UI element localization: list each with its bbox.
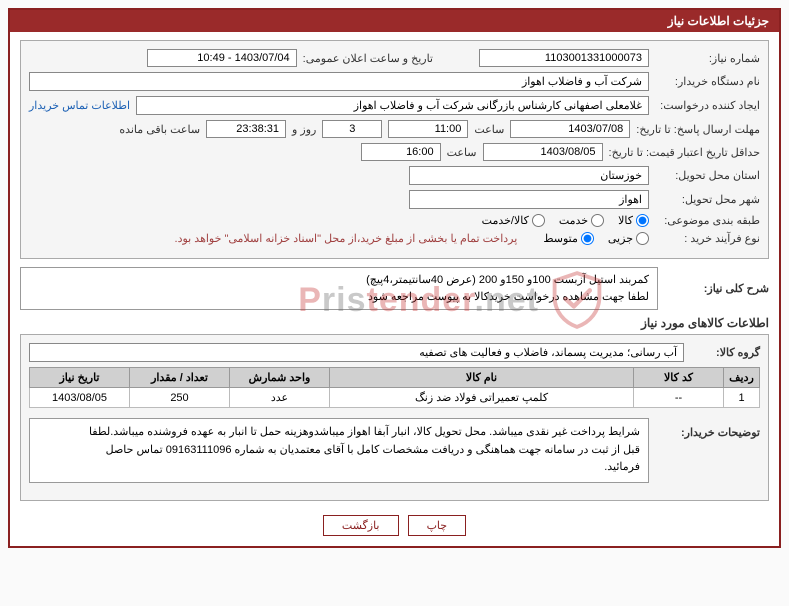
days-left-field: 3	[322, 120, 382, 138]
button-row: چاپ بازگشت	[20, 509, 769, 538]
buyer-notes-3: فرمائید.	[38, 459, 640, 477]
buyer-notes-box: شرایط پرداخت غیر نقدی میباشد. محل تحویل …	[29, 418, 649, 483]
city-field: اهواز	[409, 190, 649, 209]
purchase-radio-group: جزیی متوسط	[543, 232, 649, 245]
info-box: شماره نیاز: 1103001331000073 تاریخ و ساع…	[20, 40, 769, 259]
buyer-notes-1: شرایط پرداخت غیر نقدی میباشد. محل تحویل …	[38, 424, 640, 442]
city-label: شهر محل تحویل:	[655, 193, 760, 206]
item-group-field: آب رسانی؛ مدیریت پسماند، فاضلاب و فعالیت…	[29, 343, 684, 362]
radio-goods[interactable]	[636, 214, 649, 227]
radio-service-label: خدمت	[559, 214, 588, 227]
title-bar: جزئیات اطلاعات نیاز	[10, 10, 779, 32]
radio-service[interactable]	[591, 214, 604, 227]
purchase-type-label: نوع فرآیند خرید :	[655, 232, 760, 245]
valid-date-field: 1403/08/05	[483, 143, 603, 161]
table-row: 1 -- کلمپ تعمیراتی فولاد ضد زنگ عدد 250 …	[30, 388, 760, 408]
th-unit: واحد شمارش	[230, 368, 330, 388]
province-label: استان محل تحویل:	[655, 169, 760, 182]
desc-line-2: لطفا جهت مشاهده درخواست خریدکالا به پیوس…	[29, 289, 649, 306]
buyer-notes-label: توضیحات خریدار:	[655, 414, 760, 439]
radio-medium[interactable]	[581, 232, 594, 245]
th-row: ردیف	[724, 368, 760, 388]
day-and-label: روز و	[292, 123, 316, 136]
td-row: 1	[724, 388, 760, 408]
valid-deadline-label: حداقل تاریخ اعتبار قیمت: تا تاریخ:	[609, 146, 760, 159]
radio-partial[interactable]	[636, 232, 649, 245]
org-name-field: شرکت آب و فاضلاب اهواز	[29, 72, 649, 91]
desc-line-1: کمربند استیل آزبست 100و 150و 200 (عرض 40…	[29, 272, 649, 289]
remaining-label: ساعت باقی مانده	[119, 123, 200, 136]
subject-radio-group: کالا خدمت کالا/خدمت	[482, 214, 649, 227]
th-code: کد کالا	[634, 368, 724, 388]
back-button[interactable]: بازگشت	[323, 515, 399, 536]
buyer-notes-2: قبل از ثبت در سامانه جهت هماهنگی و دریاف…	[38, 442, 640, 460]
need-desc-label: شرح کلی نیاز:	[664, 282, 769, 295]
th-needdate: تاریخ نیاز	[30, 368, 130, 388]
td-name: کلمپ تعمیراتی فولاد ضد زنگ	[330, 388, 634, 408]
valid-hour-field: 16:00	[361, 143, 441, 161]
content-area: شماره نیاز: 1103001331000073 تاریخ و ساع…	[10, 32, 779, 546]
resp-deadline-label: مهلت ارسال پاسخ: تا تاریخ:	[636, 123, 760, 136]
announce-dt-label: تاریخ و ساعت اعلان عمومی:	[303, 52, 433, 65]
hour-label-1: ساعت	[474, 123, 504, 136]
print-button[interactable]: چاپ	[408, 515, 467, 536]
td-needdate: 1403/08/05	[30, 388, 130, 408]
requester-field: غلامعلی اصفهانی کارشناس بازرگانی شرکت آب…	[136, 96, 649, 115]
td-code: --	[634, 388, 724, 408]
radio-goods-service-label: کالا/خدمت	[482, 214, 529, 227]
org-name-label: نام دستگاه خریدار:	[655, 75, 760, 88]
subject-class-label: طبقه بندی موضوعی:	[655, 214, 760, 227]
contact-link[interactable]: اطلاعات تماس خریدار	[29, 99, 130, 112]
announce-dt-field: 1403/07/04 - 10:49	[147, 49, 297, 67]
items-table: ردیف کد کالا نام کالا واحد شمارش تعداد /…	[29, 367, 760, 408]
resp-hour-field: 11:00	[388, 120, 468, 138]
need-no-label: شماره نیاز:	[655, 52, 760, 65]
items-info-title: اطلاعات کالاهای مورد نیاز	[20, 316, 769, 330]
requester-label: ایجاد کننده درخواست:	[655, 99, 760, 112]
items-box: گروه کالا: آب رسانی؛ مدیریت پسماند، فاضل…	[20, 334, 769, 501]
radio-goods-label: کالا	[618, 214, 633, 227]
radio-medium-label: متوسط	[543, 232, 578, 245]
radio-goods-service[interactable]	[532, 214, 545, 227]
main-frame: جزئیات اطلاعات نیاز شماره نیاز: 11030013…	[8, 8, 781, 548]
need-desc-box: کمربند استیل آزبست 100و 150و 200 (عرض 40…	[20, 267, 658, 310]
need-no-field: 1103001331000073	[479, 49, 649, 67]
td-unit: عدد	[230, 388, 330, 408]
radio-partial-label: جزیی	[608, 232, 633, 245]
purchase-note: پرداخت تمام یا بخشی از مبلغ خرید،از محل …	[175, 232, 518, 245]
td-qty: 250	[130, 388, 230, 408]
item-group-label: گروه کالا:	[690, 346, 760, 359]
hour-label-2: ساعت	[447, 146, 477, 159]
th-name: نام کالا	[330, 368, 634, 388]
province-field: خوزستان	[409, 166, 649, 185]
th-qty: تعداد / مقدار	[130, 368, 230, 388]
resp-date-field: 1403/07/08	[510, 120, 630, 138]
time-left-field: 23:38:31	[206, 120, 286, 138]
